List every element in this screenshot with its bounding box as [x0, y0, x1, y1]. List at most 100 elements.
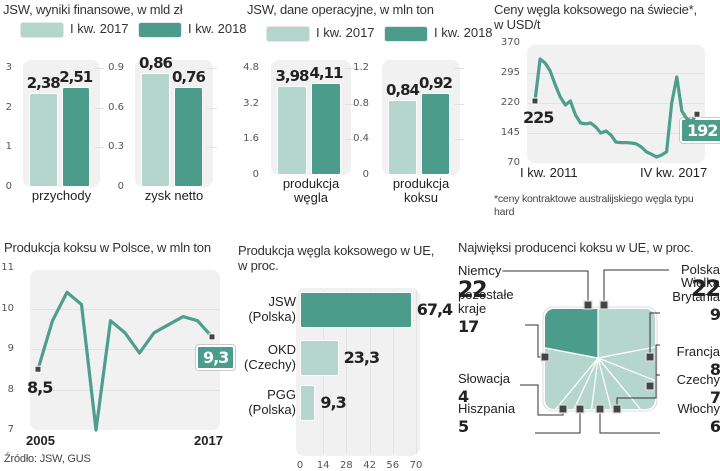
y-tick-label: 0	[5, 181, 12, 192]
slice-value: 7	[709, 388, 720, 407]
legend-swatch-2018	[384, 26, 428, 42]
category-label: przychody	[31, 188, 92, 203]
category-label: OKD	[267, 342, 296, 357]
slice-value: 4	[458, 387, 469, 406]
footnote: *ceny kontraktowe australijskiego węgla …	[494, 193, 694, 205]
bar-value-label: 2,38	[26, 73, 61, 92]
slice-value: 22	[691, 277, 720, 302]
pie-slice	[546, 357, 599, 409]
leader-line	[603, 269, 669, 305]
start-value-label: 225	[523, 108, 554, 127]
series-line	[36, 290, 214, 432]
bar-2017	[277, 86, 307, 175]
y-tick-label: 295	[500, 67, 520, 78]
pie-slice	[597, 309, 655, 359]
gridline	[207, 107, 217, 109]
category-label: produkcja	[392, 176, 450, 191]
bar-2018	[421, 92, 450, 175]
legend-swatch-2018	[138, 22, 182, 38]
gridline	[345, 103, 355, 105]
legend-swatch-2017	[20, 22, 64, 38]
legend-label: I kw. 2017	[316, 25, 375, 40]
leader-marker	[540, 352, 550, 362]
x-tick-label: 70	[409, 460, 423, 471]
legend-swatch-2017	[266, 26, 310, 42]
gridline	[345, 139, 355, 141]
y-tick-label: 4.8	[243, 62, 259, 73]
leader-line	[535, 409, 581, 434]
x-end-label: IV kw. 2017	[640, 165, 708, 180]
y-tick-label: 7	[7, 424, 14, 435]
gridline	[454, 68, 464, 69]
gridline	[527, 103, 705, 104]
leader-line	[655, 344, 660, 386]
x-tick-label: 0	[296, 460, 304, 471]
bar-value-label: 3,98	[275, 67, 309, 86]
y-tick-label: 9	[7, 343, 14, 354]
category-label: koksu	[404, 190, 438, 205]
slice-value: 17	[458, 317, 479, 336]
data-point-marker	[693, 110, 701, 118]
y-tick-label: 0.9	[108, 62, 124, 73]
gridline	[392, 290, 394, 454]
chart-title-coke-poland: Produkcja koksu w Polsce, w mln ton	[4, 240, 211, 255]
category-label: zysk netto	[144, 188, 204, 203]
gridline	[527, 73, 705, 74]
leader-marker	[558, 404, 568, 414]
y-tick-label: 1.2	[353, 62, 369, 73]
gridline	[345, 68, 355, 69]
x-tick-label: 42	[363, 460, 376, 471]
gridline	[94, 107, 104, 109]
slice-value: 5	[458, 417, 469, 436]
y-tick-label: 0.6	[108, 101, 124, 113]
leader-marker	[595, 404, 605, 414]
end-value-label: 192	[680, 118, 720, 143]
y-tick-label: 0	[252, 169, 259, 180]
legend-label: I kw. 2017	[70, 21, 129, 36]
y-tick-label: 0.3	[108, 141, 124, 153]
slice-name: Brytania	[672, 289, 720, 304]
bar-value-label: 4,11	[309, 64, 343, 83]
y-tick-label: 145	[500, 127, 520, 138]
gridline	[454, 139, 464, 141]
pie-slice	[597, 357, 655, 409]
slice-value: 9	[709, 305, 720, 324]
data-point-marker	[34, 365, 42, 373]
bar-value-label: 0,92	[418, 73, 453, 92]
pie-slice	[545, 334, 600, 409]
chart-title-finance: JSW, wyniki finansowe, w mld zł	[3, 2, 183, 17]
bar-value-label: 0,76	[171, 67, 206, 86]
bar-value-label: 9,3	[320, 393, 346, 412]
gridline	[94, 147, 104, 149]
bar-2017	[29, 92, 58, 187]
leader-marker	[575, 404, 585, 414]
hbar	[300, 340, 339, 376]
bar-value-label: 0,86	[138, 54, 173, 73]
bar-value-label: 2,51	[59, 68, 93, 87]
gridline	[207, 68, 217, 69]
category-label: produkcja	[282, 176, 340, 191]
pie-slice	[545, 357, 599, 409]
bar-2018	[174, 86, 203, 187]
source-note: Źródło: JSW, GUS	[4, 453, 91, 465]
slice-name: kraje	[458, 301, 487, 316]
y-tick-label: 0.4	[353, 133, 369, 145]
y-tick-label: 70	[507, 157, 520, 168]
y-tick-label: 3.2	[243, 97, 259, 109]
chart-title-coal-price: w USD/t	[494, 17, 541, 32]
leader-line	[599, 409, 660, 434]
bar-value-label: 0,84	[385, 81, 420, 100]
y-tick-label: 1	[5, 141, 12, 153]
y-tick-label: 8	[7, 383, 14, 395]
data-point-marker	[531, 97, 539, 105]
leader-marker	[612, 404, 622, 414]
chart-title-coking-coal-eu: w proc.	[238, 258, 279, 273]
leader-line	[649, 312, 660, 357]
gridline	[30, 308, 220, 310]
leader-marker	[645, 381, 655, 391]
y-tick-label: 1.6	[243, 133, 259, 145]
slice-name: Polska	[680, 262, 720, 277]
leader-marker	[599, 300, 609, 310]
gridline	[527, 133, 705, 134]
